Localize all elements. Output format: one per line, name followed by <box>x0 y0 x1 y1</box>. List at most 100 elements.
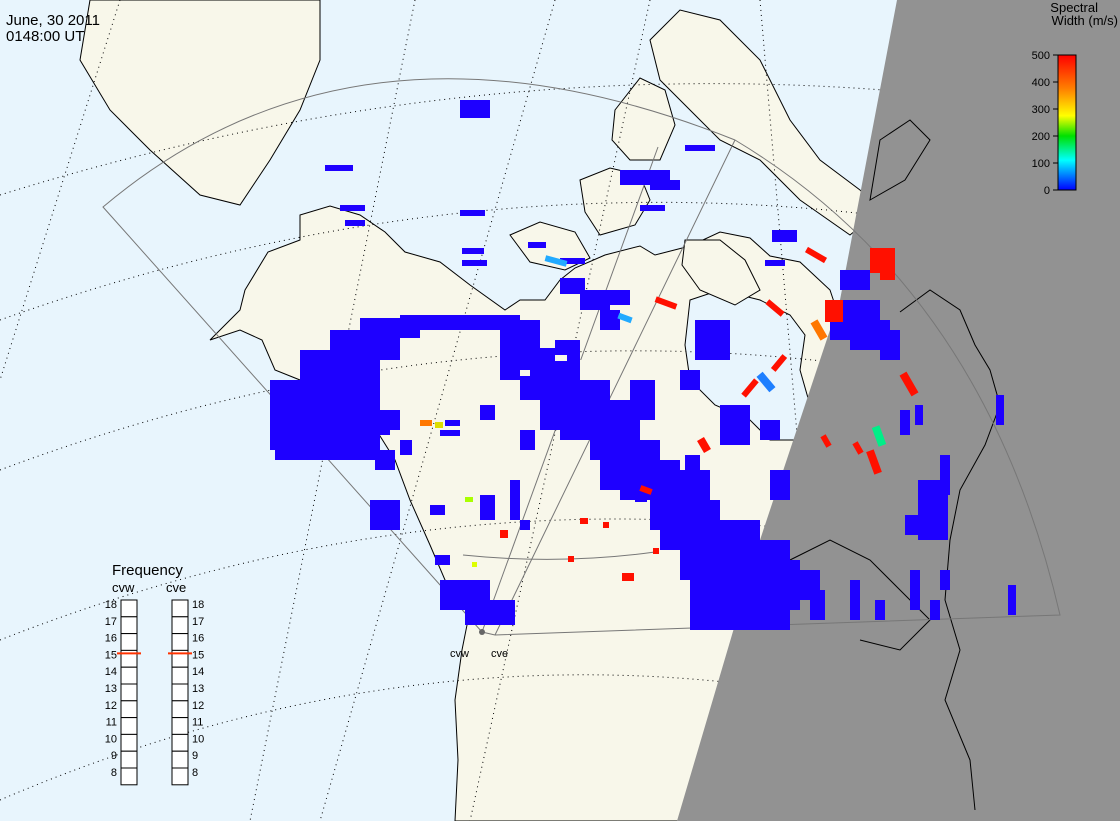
echo-cell <box>840 270 870 290</box>
echo-cell <box>905 515 945 535</box>
echo-cell <box>622 573 634 581</box>
frequency-cell-right <box>171 717 189 735</box>
echo-gap <box>580 360 588 368</box>
echo-cell <box>630 380 655 420</box>
echo-cell <box>650 180 680 190</box>
frequency-level-right: 10 <box>192 733 204 745</box>
echo-cell <box>852 441 864 455</box>
frequency-cell-left <box>120 700 138 719</box>
echo-cell <box>880 260 895 280</box>
arctic-island-4 <box>681 239 761 306</box>
frequency-level-left: 18 <box>105 599 117 611</box>
echo-cell <box>400 315 520 330</box>
echo-cell <box>462 248 484 254</box>
echo-cell <box>910 570 920 610</box>
echo-cell <box>996 395 1004 425</box>
arctic-island-3 <box>611 77 676 161</box>
echo-cell <box>810 590 825 620</box>
frequency-level-right: 18 <box>192 599 204 611</box>
siberia <box>79 0 321 206</box>
colorbar-tick-label: 200 <box>1032 131 1050 143</box>
echo-cell <box>680 370 700 390</box>
echo-gap <box>555 355 567 361</box>
echo-cell <box>915 405 923 425</box>
echo-gap <box>540 340 555 348</box>
echo-cell <box>930 600 940 620</box>
echo-cell <box>765 299 785 317</box>
echo-cell <box>580 518 588 524</box>
echo-cell <box>544 255 568 267</box>
echo-cell <box>697 436 711 454</box>
echo-cell <box>465 600 515 625</box>
frequency-cell-right <box>171 733 189 752</box>
echo-cell <box>380 425 390 435</box>
frequency-level-left: 16 <box>105 633 117 645</box>
frequency-level-left: 17 <box>105 616 117 628</box>
frequency-cell-right <box>171 666 189 685</box>
echo-cell <box>635 490 647 502</box>
echo-cell <box>772 230 797 242</box>
fov-cve-left-edge <box>494 139 736 636</box>
frequency-panel: Frequency cvw cve 18 18 17 17 16 16 15 15 14 14 13… <box>105 562 204 786</box>
echo-cell <box>472 562 477 567</box>
date-label: June, 30 2011 <box>6 12 100 29</box>
frequency-cell-left <box>120 599 138 618</box>
colorbar-title-line1: Spectral <box>1050 0 1098 15</box>
echo-cell <box>480 405 495 420</box>
echo-cell <box>435 422 443 428</box>
echo-cell <box>340 205 365 211</box>
colorbar-tick-label: 300 <box>1032 104 1050 116</box>
echo-cell <box>820 434 832 448</box>
echo-cell <box>400 440 412 455</box>
echo-cell <box>420 420 432 426</box>
echo-cell <box>705 345 730 360</box>
frequency-cell-right <box>171 700 189 719</box>
radar-echoes <box>270 100 1016 630</box>
echo-cell <box>880 330 900 360</box>
frequency-cell-left <box>120 666 138 685</box>
echo-cell <box>875 600 885 620</box>
frequency-level-left: 9 <box>111 750 117 762</box>
frequency-level-left: 15 <box>105 649 117 661</box>
colorbar-tick-label: 400 <box>1032 77 1050 89</box>
echo-cell <box>500 530 508 538</box>
fov-near-arc <box>462 551 656 560</box>
frequency-cell-right <box>171 683 189 702</box>
frequency-cell-left <box>120 633 138 651</box>
frequency-cell-right <box>171 599 189 618</box>
frequency-level-right: 13 <box>192 683 204 695</box>
echo-cell <box>560 258 585 264</box>
frequency-radar-right-label: cve <box>166 580 186 595</box>
radar-site-label-cvw: cvw <box>450 648 469 660</box>
echo-cell <box>756 371 776 393</box>
frequency-level-left: 10 <box>105 733 117 745</box>
frequency-radar-left-label: cvw <box>112 580 135 595</box>
frequency-level-right: 9 <box>192 750 198 762</box>
frequency-level-right: 12 <box>192 700 204 712</box>
echo-cell <box>653 548 659 554</box>
echo-cell <box>770 470 790 500</box>
frequency-cell-left <box>120 767 138 786</box>
echo-cell <box>765 260 785 266</box>
echo-cell <box>520 520 530 530</box>
frequency-level-left: 11 <box>106 717 117 729</box>
colorbar: Spectral Width (m/s) 500 400 300 200 100 0 <box>1032 0 1118 197</box>
echo-cell <box>640 205 665 211</box>
frequency-cell-right <box>171 633 189 651</box>
echo-cell <box>825 300 843 322</box>
echo-cell <box>465 497 473 502</box>
echo-cell <box>871 425 887 447</box>
frequency-title: Frequency <box>112 562 183 579</box>
echo-cell <box>610 290 630 305</box>
radar-site-marker <box>479 629 485 635</box>
echo-cell <box>560 278 585 294</box>
echo-cell <box>435 555 450 565</box>
colorbar-tick-label: 0 <box>1044 185 1050 197</box>
echo-cell <box>810 319 828 341</box>
echo-cell <box>720 405 750 445</box>
frequency-level-right: 11 <box>192 717 203 729</box>
echo-cell <box>510 480 520 520</box>
echo-cell <box>355 450 365 460</box>
